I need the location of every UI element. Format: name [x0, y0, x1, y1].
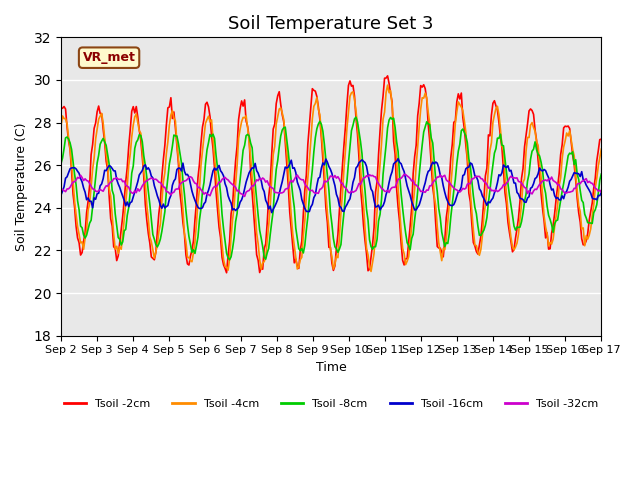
- Tsoil -4cm: [384, 82, 392, 88]
- Tsoil -32cm: [295, 175, 303, 180]
- Tsoil -16cm: [394, 156, 402, 162]
- Tsoil -8cm: [124, 213, 131, 218]
- Tsoil -8cm: [570, 162, 578, 168]
- Tsoil -32cm: [236, 191, 244, 196]
- Tsoil -32cm: [400, 171, 408, 177]
- Tsoil -32cm: [597, 189, 605, 195]
- Title: Soil Temperature Set 3: Soil Temperature Set 3: [228, 15, 434, 33]
- Tsoil -2cm: [384, 73, 392, 79]
- Tsoil -32cm: [247, 185, 255, 191]
- Tsoil -16cm: [597, 190, 605, 196]
- Tsoil -16cm: [218, 170, 226, 176]
- Tsoil -8cm: [226, 257, 234, 263]
- Tsoil -2cm: [247, 169, 255, 175]
- Tsoil -4cm: [245, 140, 253, 146]
- Tsoil -4cm: [218, 241, 226, 247]
- Legend: Tsoil -2cm, Tsoil -4cm, Tsoil -8cm, Tsoil -16cm, Tsoil -32cm: Tsoil -2cm, Tsoil -4cm, Tsoil -8cm, Tsoi…: [60, 395, 603, 414]
- Tsoil -32cm: [241, 193, 248, 199]
- Tsoil -16cm: [295, 183, 303, 189]
- Tsoil -4cm: [57, 123, 65, 129]
- Y-axis label: Soil Temperature (C): Soil Temperature (C): [15, 122, 28, 251]
- Tsoil -16cm: [570, 170, 578, 176]
- Tsoil -32cm: [124, 183, 131, 189]
- Line: Tsoil -8cm: Tsoil -8cm: [61, 117, 601, 260]
- Tsoil -4cm: [570, 153, 578, 158]
- Tsoil -2cm: [218, 255, 226, 261]
- Tsoil -8cm: [295, 246, 303, 252]
- Tsoil -4cm: [294, 266, 301, 272]
- Tsoil -32cm: [218, 177, 226, 182]
- Tsoil -2cm: [57, 106, 65, 111]
- Line: Tsoil -2cm: Tsoil -2cm: [61, 76, 601, 273]
- Tsoil -8cm: [238, 162, 246, 168]
- Tsoil -8cm: [352, 114, 360, 120]
- Tsoil -4cm: [367, 269, 375, 275]
- Tsoil -2cm: [238, 98, 246, 104]
- Tsoil -16cm: [268, 210, 276, 216]
- Tsoil -16cm: [57, 192, 65, 198]
- Tsoil -4cm: [124, 183, 131, 189]
- Tsoil -16cm: [236, 199, 244, 205]
- Text: VR_met: VR_met: [83, 51, 136, 64]
- Tsoil -8cm: [218, 212, 226, 217]
- Line: Tsoil -32cm: Tsoil -32cm: [61, 174, 601, 196]
- Tsoil -2cm: [597, 136, 605, 142]
- Tsoil -8cm: [247, 140, 255, 146]
- Tsoil -16cm: [124, 199, 131, 205]
- Tsoil -2cm: [295, 265, 303, 271]
- Tsoil -2cm: [223, 270, 230, 276]
- Tsoil -2cm: [124, 165, 131, 170]
- Tsoil -32cm: [570, 185, 578, 191]
- Line: Tsoil -4cm: Tsoil -4cm: [61, 85, 601, 272]
- Tsoil -32cm: [57, 187, 65, 192]
- Line: Tsoil -16cm: Tsoil -16cm: [61, 159, 601, 213]
- Tsoil -16cm: [245, 170, 253, 176]
- Tsoil -2cm: [570, 162, 578, 168]
- Tsoil -4cm: [597, 146, 605, 152]
- Tsoil -8cm: [597, 171, 605, 177]
- Tsoil -8cm: [57, 161, 65, 167]
- Tsoil -4cm: [236, 126, 244, 132]
- X-axis label: Time: Time: [316, 361, 346, 374]
